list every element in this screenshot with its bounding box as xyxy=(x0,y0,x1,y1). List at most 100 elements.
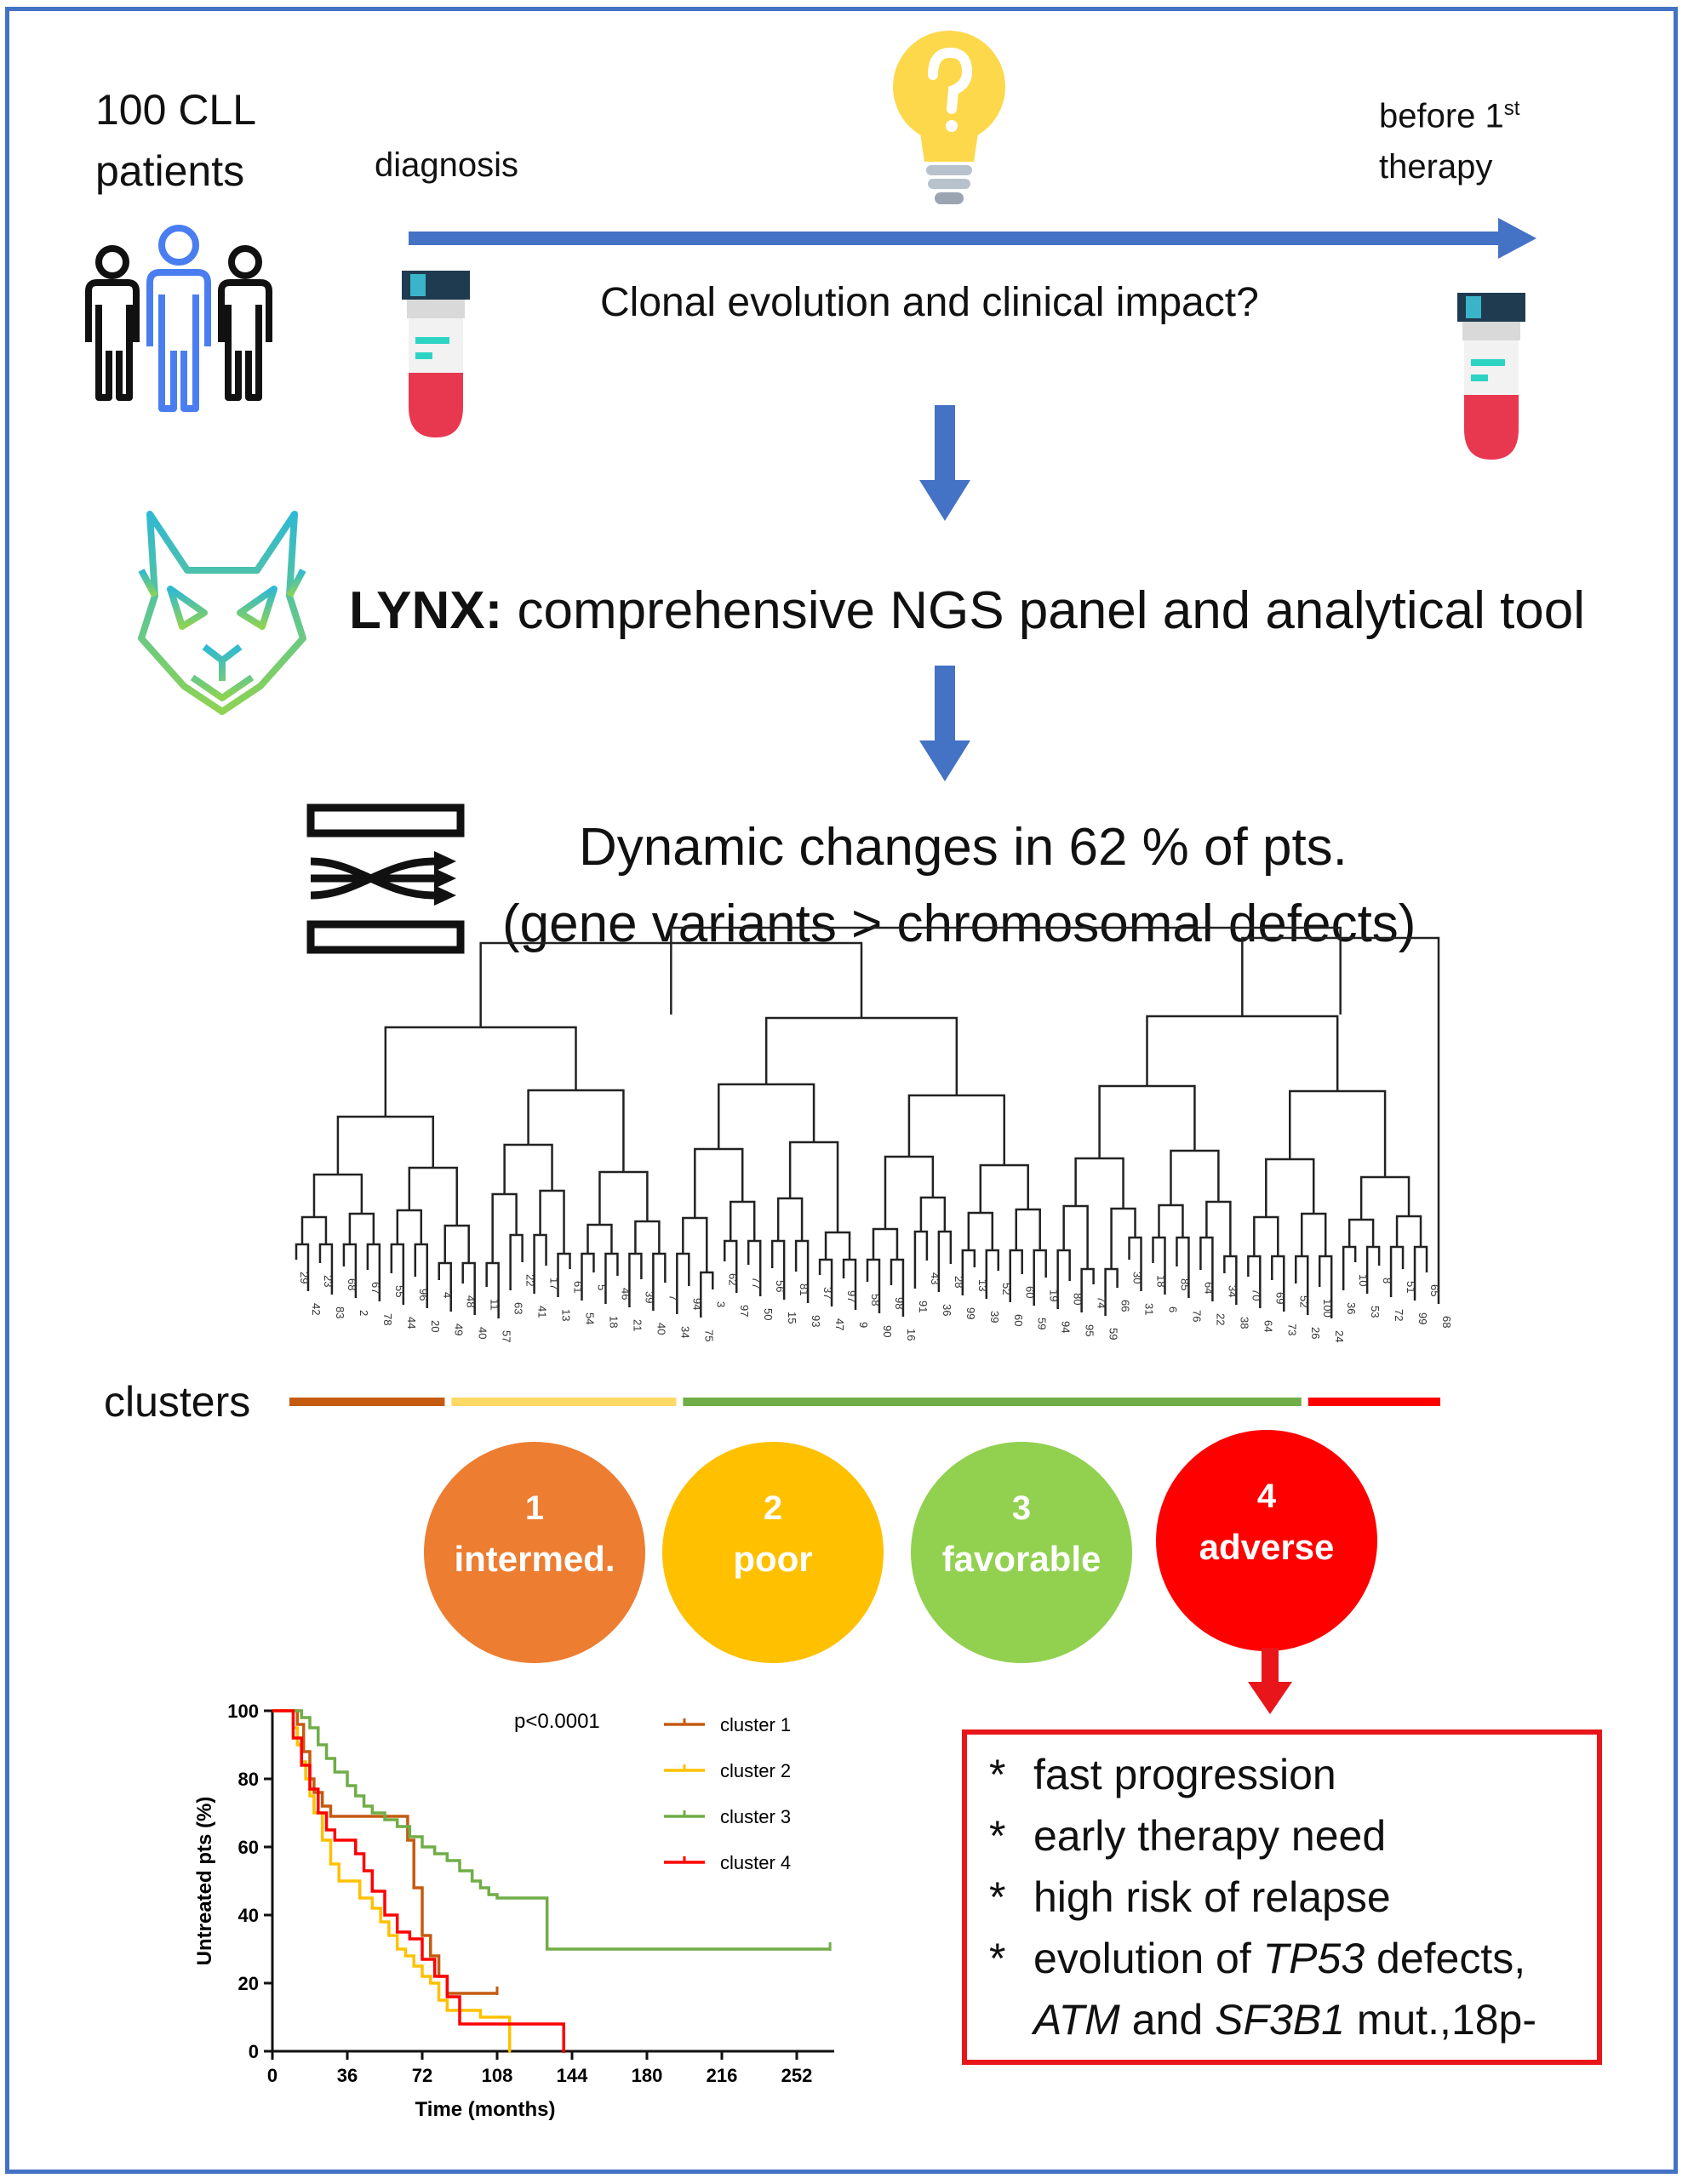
cluster-2-number: 2 xyxy=(763,1489,783,1527)
dendrogram-branch xyxy=(300,1215,328,1244)
diagnosis-label: diagnosis xyxy=(375,146,519,184)
dendrogram-leaf-label: 22 xyxy=(1214,1313,1227,1325)
dendrogram-leaf-label: 76 xyxy=(1190,1310,1203,1322)
dendrogram-leaf-label: 85 xyxy=(1178,1278,1191,1290)
dendrogram-leaf-label: 51 xyxy=(1405,1281,1417,1293)
figure-frame xyxy=(5,7,1678,2174)
dendrogram-leaf-label: 46 xyxy=(619,1288,632,1300)
dendrogram-branch xyxy=(1300,1212,1327,1256)
x-tick-label: 144 xyxy=(557,2065,588,2086)
patients-icon xyxy=(85,225,272,412)
dendrogram-leaf-label: 29 xyxy=(298,1272,311,1284)
dendrogram-branch xyxy=(979,1163,1029,1213)
dendrogram-branch xyxy=(919,1196,947,1232)
dendrogram-leaf-label: 55 xyxy=(393,1285,406,1297)
dendrogram-branch xyxy=(694,1147,744,1218)
dendrogram-branch xyxy=(587,1223,613,1254)
dendrogram-leaf-label: 28 xyxy=(953,1276,965,1288)
dendrogram-branch xyxy=(1110,1207,1136,1269)
dendrogram-leaf-label: 13 xyxy=(560,1309,573,1321)
dendrogram-leaf-label: 70 xyxy=(1250,1289,1262,1301)
dendrogram-leaf-label: 44 xyxy=(405,1317,418,1329)
dendrogram-leaf-label: 43 xyxy=(929,1272,941,1284)
y-tick-label: 40 xyxy=(238,1905,259,1926)
dendrogram-branch xyxy=(1074,1157,1124,1209)
sample-tube-icon xyxy=(1457,293,1525,460)
dendrogram-branch xyxy=(718,1083,815,1149)
dendrogram-leaf-label: 40 xyxy=(477,1327,489,1339)
dendrogram-leaf-label: 54 xyxy=(584,1312,597,1324)
dendrogram-leaf-label: 8 xyxy=(1381,1278,1393,1284)
dendrogram-branch xyxy=(1342,1245,1357,1290)
down-arrow xyxy=(919,405,970,521)
dendrogram-leaf-label: 6 xyxy=(1166,1306,1179,1312)
dendrogram-leaf-label: 37 xyxy=(821,1287,834,1299)
outcome-bullet-3: * high risk of relapse xyxy=(989,1873,1391,1921)
dendrogram-leaf-label: 15 xyxy=(786,1312,798,1324)
dendrogram-leaf-label: 42 xyxy=(310,1303,323,1315)
dendrogram-leaf-label: 24 xyxy=(1333,1330,1346,1342)
series-line-3 xyxy=(272,1709,831,1951)
dendrogram-leaf-label: 58 xyxy=(869,1294,882,1306)
dendrogram-branch xyxy=(348,1212,375,1244)
dendrogram-branch xyxy=(824,1231,851,1260)
dendrogram-branch xyxy=(776,1197,804,1241)
cluster-1-circle: 1 intermed. xyxy=(424,1442,645,1663)
dendrogram-branch xyxy=(598,1170,649,1225)
dendrogram-branch xyxy=(443,1224,470,1263)
series-line-2 xyxy=(272,1709,512,2051)
dendrogram-leaf-label: 72 xyxy=(1393,1309,1405,1321)
before-therapy-label: before 1st xyxy=(1379,97,1520,135)
dendrogram-leaf-label: 39 xyxy=(988,1311,1001,1323)
dendrogram-branch xyxy=(884,1155,935,1229)
dendrogram-branch xyxy=(818,1258,833,1306)
dendrogram-leaf-label: 74 xyxy=(1096,1296,1108,1308)
outcome-bullet-1: * fast progression xyxy=(989,1751,1336,1798)
dendrogram-leaf-label: 30 xyxy=(1131,1272,1144,1284)
dendrogram-branch xyxy=(1289,1089,1387,1177)
dendrogram-branch xyxy=(539,1189,565,1254)
dendrogram-leaf-label: 20 xyxy=(429,1320,442,1332)
dendrogram-branch xyxy=(1104,1267,1119,1316)
dendrogram-leaf-label: 36 xyxy=(1345,1302,1358,1314)
dendrogram-leaf-label: 67 xyxy=(369,1282,382,1294)
cluster-4-circle: 4 adverse xyxy=(1156,1430,1377,1651)
dendrogram-branch xyxy=(1359,1175,1410,1220)
dendrogram-leaf-label: 21 xyxy=(631,1319,644,1331)
cluster-3-number: 3 xyxy=(1011,1489,1032,1527)
adverse-arrow xyxy=(1248,1648,1292,1714)
dendrogram-leaf-label: 93 xyxy=(810,1315,822,1327)
y-tick-label: 80 xyxy=(238,1769,259,1790)
down-arrow xyxy=(919,666,970,781)
dendrogram-leaf-label: 59 xyxy=(1107,1328,1120,1340)
dendrogram-leaf-label: 23 xyxy=(322,1275,335,1287)
dendrogram-leaf-label: 50 xyxy=(762,1308,775,1320)
dendrogram: 2942238368267785544962044948401157632241… xyxy=(295,926,1453,1342)
dendrogram-leaf-label: 97 xyxy=(738,1305,751,1317)
cluster-1-label: intermed. xyxy=(454,1539,615,1579)
dendrogram-leaf-label: 66 xyxy=(1119,1300,1132,1312)
dendrogram-branch xyxy=(967,1211,994,1250)
dendrogram-leaf-label: 97 xyxy=(845,1290,858,1302)
legend-label-3: cluster 3 xyxy=(720,1806,791,1827)
dendrogram-branch xyxy=(682,1216,708,1272)
series-line-1 xyxy=(272,1709,497,1995)
survival-chart: 0 36 72 108 144 180 216 252 0 20 40 60 80 100 Time (mo… xyxy=(193,1701,834,2121)
dendrogram-branch xyxy=(961,1249,976,1295)
dendrogram-leaf-label: 95 xyxy=(1084,1324,1096,1336)
dendrogram-leaf-label: 48 xyxy=(465,1295,478,1307)
dendrogram-leaf-label: 68 xyxy=(1440,1316,1453,1328)
x-tick-label: 216 xyxy=(707,2065,738,2086)
dendrogram-leaf-label: 59 xyxy=(1036,1318,1049,1329)
dendrogram-leaf-label: 99 xyxy=(1416,1312,1429,1324)
cluster-bar-segment-1 xyxy=(289,1398,445,1406)
dendrogram-branch xyxy=(913,1230,929,1289)
dendrogram-branch xyxy=(700,1271,714,1318)
y-tick-label: 0 xyxy=(249,2041,259,2062)
dendrogram-leaf-label: 18 xyxy=(1155,1275,1168,1287)
dendrogram-branch xyxy=(676,1252,690,1314)
dendrogram-leaf-label: 68 xyxy=(346,1278,358,1290)
y-tick-label: 60 xyxy=(238,1837,259,1858)
y-axis-label: Untreated pts (%) xyxy=(193,1797,216,1966)
cluster-bar xyxy=(289,1398,1440,1406)
